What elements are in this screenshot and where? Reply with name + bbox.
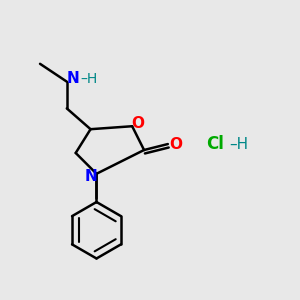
Text: N: N — [66, 71, 79, 86]
Text: O: O — [132, 116, 145, 131]
Text: N: N — [84, 169, 97, 184]
Text: –H: –H — [80, 72, 98, 86]
Text: –H: –H — [230, 136, 249, 152]
Text: Cl: Cl — [206, 135, 224, 153]
Text: O: O — [169, 136, 182, 152]
